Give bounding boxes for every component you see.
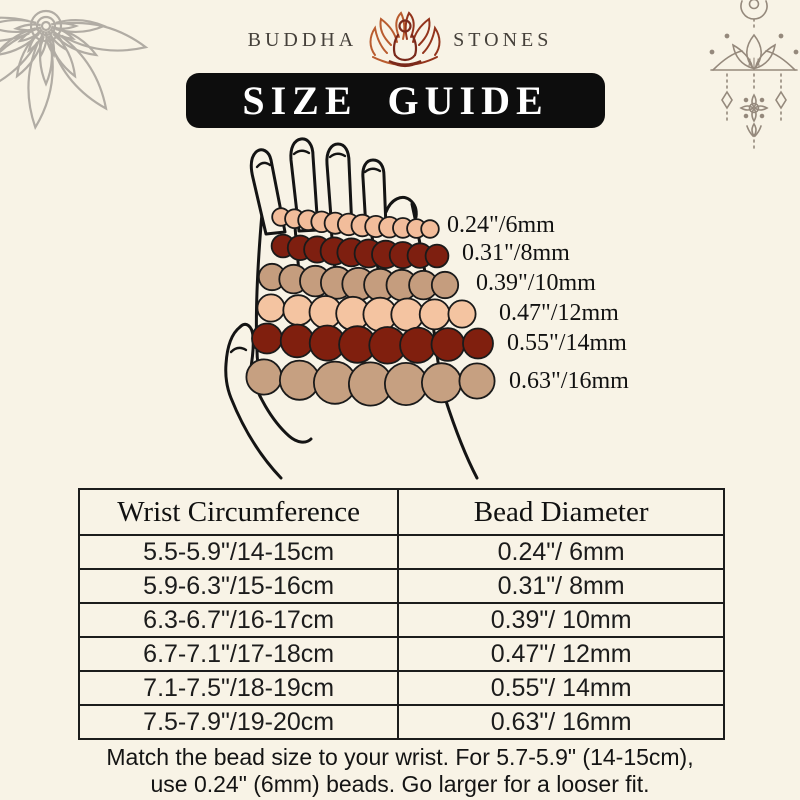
bracelet-row	[270, 233, 450, 270]
bead	[420, 219, 440, 239]
bead-diameter-header: Bead Diameter	[397, 488, 725, 536]
size-table-row: 5.5-5.9"/14-15cm 0.24"/ 6mm	[77, 534, 725, 570]
bead-size-label: 0.39"/10mm	[476, 270, 596, 296]
bead	[430, 270, 460, 300]
bead	[390, 297, 425, 332]
bead	[462, 327, 494, 360]
lotus-flower-icon	[709, 33, 799, 71]
bead	[383, 361, 428, 406]
bracelet-row	[257, 262, 460, 302]
wrist-circumference-cell: 7.1-7.5"/18-19cm	[77, 670, 400, 706]
wrist-circumference-cell: 5.9-6.3"/15-16cm	[77, 568, 400, 604]
size-table-header-row: Wrist Circumference Bead Diameter	[77, 488, 725, 536]
bracelet-row	[245, 358, 496, 407]
bead-size-label: 0.55"/14mm	[507, 330, 627, 356]
bead-diameter-cell: 0.63"/ 16mm	[397, 704, 725, 740]
meditating-figure-icon	[388, 19, 422, 68]
mandala-petal	[15, 32, 45, 79]
fit-instructions-line1: Match the bead size to your wrist. For 5…	[106, 744, 694, 770]
wrist-circumference-cell: 6.3-6.7"/16-17cm	[77, 602, 400, 638]
moon-dot	[748, 0, 760, 10]
mandala-petal	[52, 27, 99, 57]
size-guide-banner: SIZE GUIDE	[186, 73, 605, 128]
wrist-circumference-cell: 5.5-5.9"/14-15cm	[77, 534, 400, 570]
mandala-center-circle	[40, 20, 52, 32]
bead	[251, 322, 283, 355]
size-table-row: 7.5-7.9"/19-20cm 0.63"/ 16mm	[77, 704, 725, 740]
bead-size-label: 0.47"/12mm	[499, 300, 619, 326]
brand-name-left: BUDDHA	[247, 28, 358, 51]
mandala-center-circle	[29, 9, 63, 43]
wrist-circumference-cell: 7.5-7.9"/19-20cm	[77, 704, 400, 740]
bead	[245, 358, 283, 396]
mandala-petal	[0, 31, 39, 83]
size-table: Wrist Circumference Bead Diameter 5.5-5.…	[77, 488, 725, 740]
mandala-center-circle	[35, 15, 57, 37]
mandala-petal	[50, 35, 108, 111]
bead	[447, 299, 477, 329]
bead-diameter-cell: 0.24"/ 6mm	[397, 534, 725, 570]
hanging-lotus-ornament-icon	[709, 0, 799, 153]
mandala-petal	[0, 27, 40, 56]
bead-size-label: 0.31"/8mm	[462, 240, 570, 266]
bead	[430, 327, 466, 362]
mandala-petal	[0, 18, 37, 34]
bead-diameter-cell: 0.47"/ 12mm	[397, 636, 725, 672]
mandala-petal	[55, 18, 107, 34]
mandala-petal	[0, 16, 30, 42]
wrist-circumference-header: Wrist Circumference	[77, 488, 400, 536]
bead-diameter-cell: 0.55"/ 14mm	[397, 670, 725, 706]
bead	[418, 298, 451, 331]
size-guide-title: SIZE GUIDE	[242, 78, 549, 123]
bead-size-label: 0.24"/6mm	[447, 212, 555, 238]
mandala-petal	[27, 42, 54, 130]
brand-name-right: STONES	[453, 28, 553, 51]
ornament-strands	[721, 73, 787, 153]
wrist-circumference-cell: 6.7-7.1"/17-18cm	[77, 636, 400, 672]
fit-instructions: Match the bead size to your wrist. For 5…	[0, 744, 800, 798]
bead	[256, 293, 286, 323]
mandala-ornament-icon	[0, 9, 149, 130]
size-table-row: 6.7-7.1"/17-18cm 0.47"/ 12mm	[77, 636, 725, 672]
size-table-row: 5.9-6.3"/15-16cm 0.31"/ 8mm	[77, 568, 725, 604]
bead	[279, 323, 315, 359]
mandala-petal	[13, 23, 42, 32]
mandala-petal	[61, 21, 149, 52]
lotus-logo-icon	[369, 11, 441, 68]
fit-instructions-line2: use 0.24" (6mm) beads. Go larger for a l…	[150, 771, 650, 797]
bead-diameter-cell: 0.31"/ 8mm	[397, 568, 725, 604]
size-table-row: 6.3-6.7"/16-17cm 0.39"/ 10mm	[77, 602, 725, 638]
bead	[458, 362, 496, 400]
bead-size-label: 0.63"/16mm	[509, 368, 629, 394]
bracelet-row	[256, 293, 477, 332]
bead	[420, 362, 462, 404]
bead	[399, 326, 437, 364]
brand-header: BUDDHA STONES	[0, 10, 800, 70]
bracelet-row	[251, 322, 494, 365]
bead	[424, 243, 450, 269]
size-table-row: 7.1-7.5"/18-19cm 0.55"/ 14mm	[77, 670, 725, 706]
bead-diameter-cell: 0.39"/ 10mm	[397, 602, 725, 638]
bracelet-row	[271, 207, 440, 239]
star-flower-icon	[739, 93, 769, 123]
